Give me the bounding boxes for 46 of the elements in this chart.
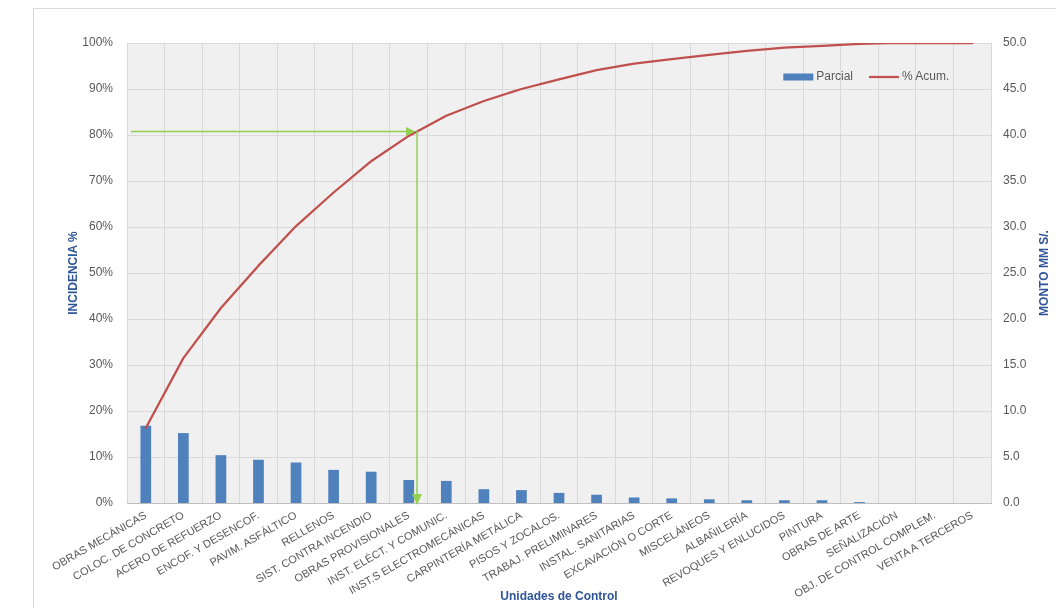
y-tick-label: 100%: [82, 35, 114, 50]
legend-label: % Acum.: [901, 69, 950, 84]
y-axis-title: INCIDENCIA %: [65, 230, 80, 315]
bar: [666, 498, 678, 503]
y2-tick-label: 45.0: [1003, 81, 1027, 96]
bar: [215, 455, 227, 503]
bar: [816, 500, 828, 503]
y-tick-label: 0%: [95, 495, 114, 510]
bar: [703, 499, 715, 503]
y-tick-label: 30%: [88, 357, 114, 372]
y-tick-label: 90%: [88, 81, 114, 96]
y2-axis-title: MONTO MM S/.: [1037, 230, 1052, 316]
y-tick-label: 20%: [88, 403, 114, 418]
bar: [516, 490, 527, 503]
x-axis-title: Unidades de Control: [500, 589, 618, 604]
bar: [553, 492, 565, 503]
bar: [403, 480, 415, 503]
y2-tick-label: 35.0: [1003, 173, 1027, 188]
y2-tick-label: 10.0: [1003, 403, 1027, 418]
y-tick-label: 40%: [88, 311, 114, 326]
bar: [365, 471, 377, 503]
bar: [591, 494, 602, 503]
bar: [290, 462, 302, 503]
y-tick-label: 50%: [88, 265, 114, 280]
y2-tick-label: 15.0: [1003, 357, 1027, 372]
y2-tick-label: 5.0: [1003, 449, 1021, 464]
y2-tick-label: 50.0: [1003, 35, 1027, 50]
bar: [779, 500, 790, 503]
y2-tick-label: 40.0: [1003, 127, 1027, 142]
bar: [328, 469, 339, 503]
y2-tick-label: 20.0: [1003, 311, 1027, 326]
bar: [478, 489, 490, 503]
y-tick-label: 80%: [88, 127, 114, 142]
y2-tick-label: 25.0: [1003, 265, 1027, 280]
legend-label: Parcial: [816, 69, 853, 84]
bar: [628, 497, 640, 503]
y2-tick-label: 30.0: [1003, 219, 1027, 234]
bar: [741, 500, 753, 503]
bar: [178, 433, 189, 503]
bar: [440, 480, 452, 503]
y-tick-label: 70%: [88, 173, 114, 188]
bar: [253, 459, 264, 503]
y-tick-label: 10%: [88, 449, 114, 464]
y2-tick-label: 0.0: [1003, 495, 1021, 510]
bar: [140, 425, 152, 503]
y-tick-label: 60%: [88, 219, 114, 234]
